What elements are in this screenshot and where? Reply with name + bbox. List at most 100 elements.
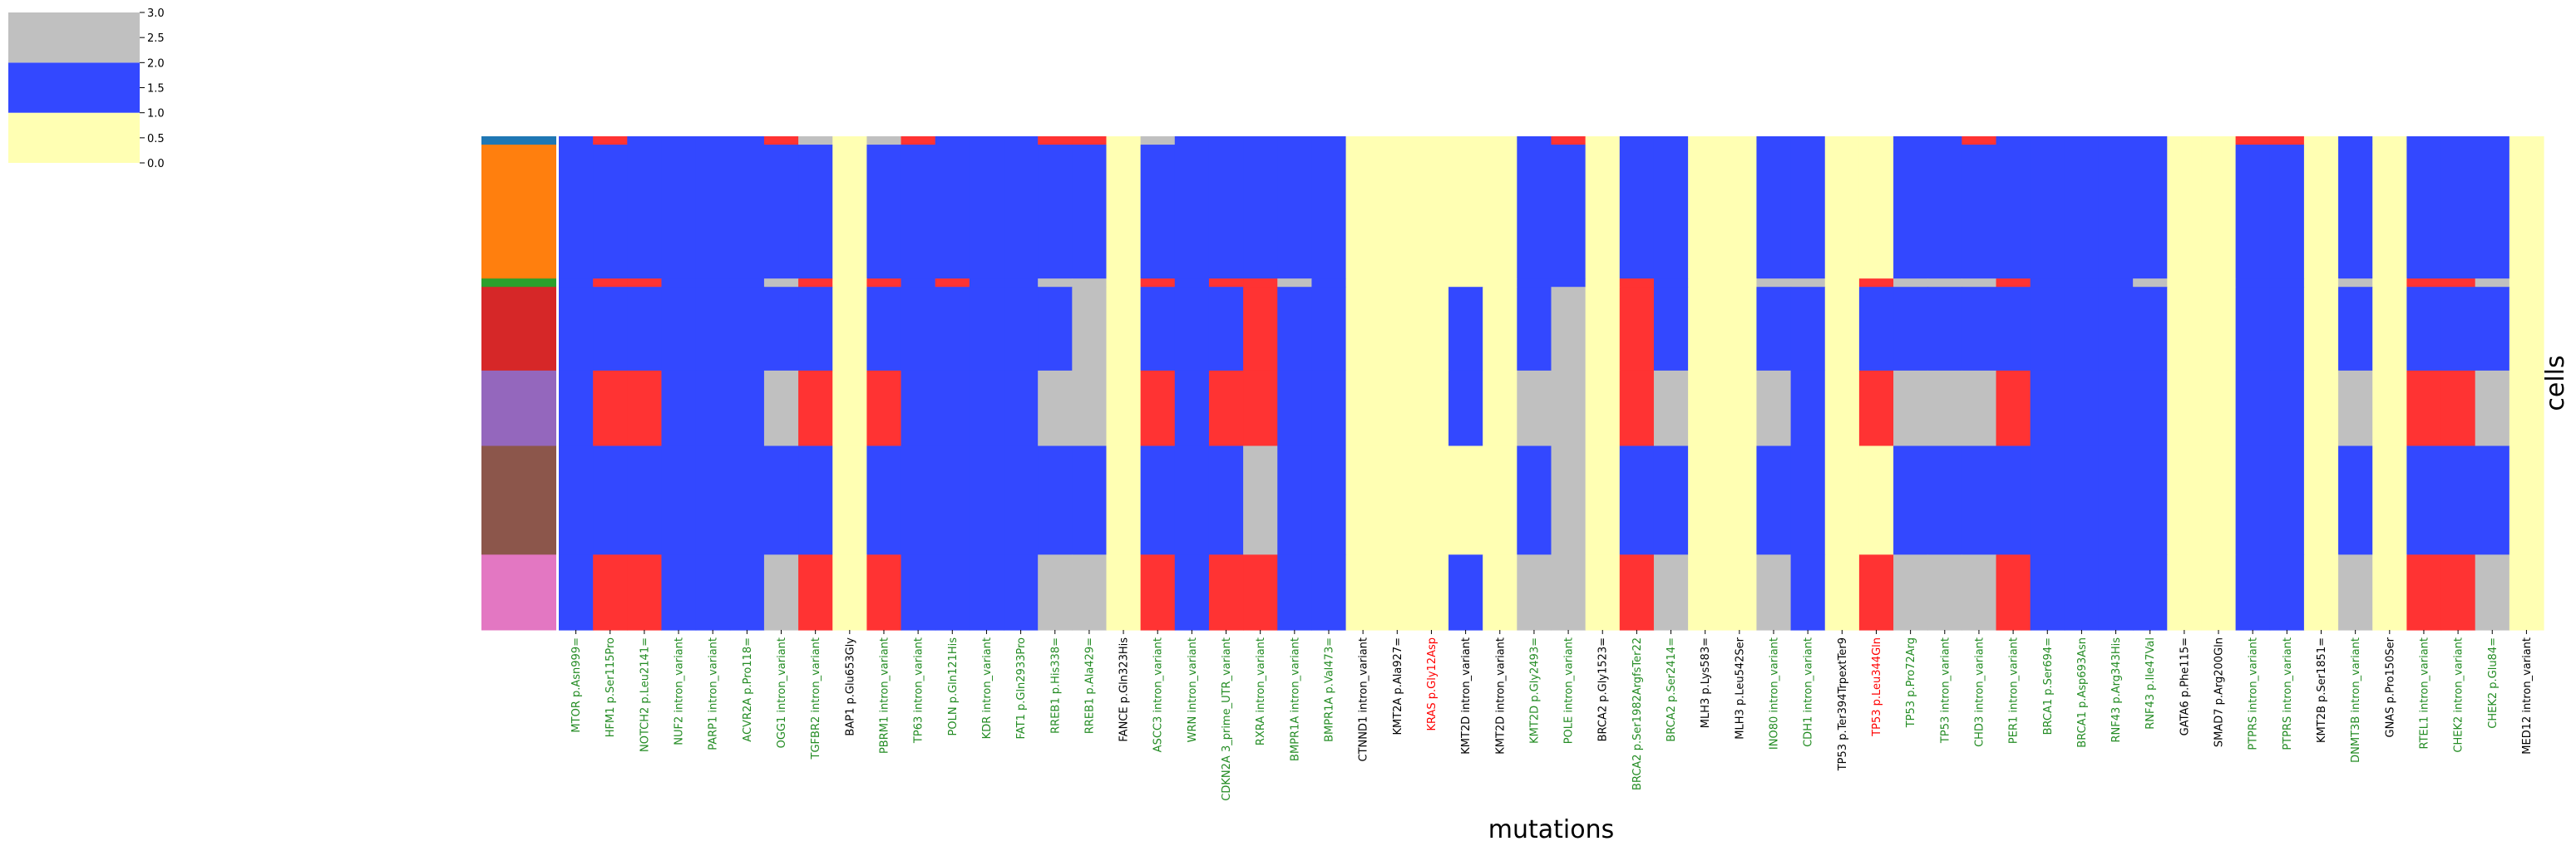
heatmap-cell xyxy=(1174,287,1210,371)
x-tick-label: BRCA1 p.Ser694= xyxy=(2042,637,2055,735)
heatmap-cell xyxy=(1038,554,1073,631)
heatmap-cell xyxy=(2201,145,2237,279)
heatmap-cell xyxy=(1208,554,1244,631)
heatmap-cell xyxy=(1379,445,1415,555)
heatmap-cell xyxy=(2406,554,2442,631)
heatmap-cell xyxy=(1448,136,1483,145)
heatmap-cell xyxy=(1858,278,1894,288)
heatmap-cell xyxy=(1277,145,1313,279)
heatmap-cell xyxy=(866,554,902,631)
heatmap-cell xyxy=(1038,278,1073,288)
x-tick-label: KMT2D intron_variant xyxy=(1460,637,1473,755)
heatmap-cell xyxy=(1551,145,1587,279)
heatmap-cell xyxy=(1072,370,1108,447)
heatmap-cell xyxy=(1208,370,1244,447)
heatmap-cell xyxy=(798,370,833,447)
heatmap-cell xyxy=(661,278,697,288)
heatmap-cell xyxy=(729,554,765,631)
heatmap-cell xyxy=(2440,287,2476,371)
heatmap-cell xyxy=(1311,136,1347,145)
heatmap-cell xyxy=(2475,145,2510,279)
heatmap-cell xyxy=(1345,287,1381,371)
heatmap-cell xyxy=(2133,445,2168,555)
heatmap-cell xyxy=(832,445,867,555)
heatmap-cell xyxy=(1756,554,1792,631)
heatmap-cell xyxy=(2098,278,2134,288)
x-tick-label: RTEL1 intron_variant xyxy=(2418,637,2430,750)
heatmap-cell xyxy=(1927,287,1962,371)
colorbar: 0.0 0.5 1.0 1.5 2.0 2.5 3.0 xyxy=(8,7,165,170)
heatmap-cell xyxy=(1208,445,1244,555)
heatmap-cell xyxy=(1004,445,1039,555)
colorbar-tick-label: 2.0 xyxy=(147,57,165,70)
heatmap-cell xyxy=(593,136,628,145)
heatmap-cell xyxy=(763,554,799,631)
heatmap-cell xyxy=(1893,278,1928,288)
heatmap-cell xyxy=(798,445,833,555)
heatmap-cell xyxy=(2475,136,2510,145)
heatmap-cell xyxy=(1140,287,1176,371)
heatmap-cell xyxy=(2338,287,2373,371)
heatmap-cell xyxy=(1345,445,1381,555)
heatmap-cell xyxy=(2372,287,2407,371)
x-tick-label: CDKN2A 3_prime_UTR_variant xyxy=(1221,637,1233,801)
heatmap-cell xyxy=(2509,136,2544,145)
heatmap-cell xyxy=(1551,287,1587,371)
heatmap-cell xyxy=(1208,278,1244,288)
heatmap-cell xyxy=(1414,278,1449,288)
heatmap-cell xyxy=(1688,278,1723,288)
heatmap-cell xyxy=(1243,145,1278,279)
heatmap-cell xyxy=(1379,278,1415,288)
heatmap-cell xyxy=(2406,445,2442,555)
heatmap-cell xyxy=(1653,287,1689,371)
heatmap-cell xyxy=(1448,278,1483,288)
heatmap-cell xyxy=(2269,370,2305,447)
heatmap-cell xyxy=(901,145,936,279)
heatmap-cell xyxy=(2064,287,2100,371)
heatmap-cell xyxy=(2235,136,2271,145)
heatmap-cell xyxy=(1996,287,2031,371)
heatmap-cell xyxy=(2372,445,2407,555)
heatmap-cell xyxy=(763,136,799,145)
row-group-0 xyxy=(481,136,556,145)
heatmap-cell xyxy=(763,370,799,447)
heatmap-cell xyxy=(798,136,833,145)
heatmap-cell xyxy=(2064,370,2100,447)
heatmap-cell xyxy=(2338,554,2373,631)
heatmap-cell xyxy=(2406,145,2442,279)
heatmap-cell xyxy=(1722,445,1758,555)
heatmap-cell xyxy=(1311,278,1347,288)
heatmap-cell xyxy=(2030,136,2065,145)
heatmap-cell xyxy=(1619,136,1655,145)
heatmap-cell xyxy=(935,554,970,631)
heatmap-cell xyxy=(1243,287,1278,371)
heatmap-cell xyxy=(1072,445,1108,555)
x-tick-label: KMT2D p.Gly2493= xyxy=(1528,637,1541,744)
heatmap-cell xyxy=(2167,445,2203,555)
x-tick-label: FANCE p.Gln323His xyxy=(1118,637,1131,742)
heatmap-cell xyxy=(832,145,867,279)
heatmap-cell xyxy=(969,136,1004,145)
x-tick-label: BRCA2 p.Ser2414= xyxy=(1666,637,1678,742)
heatmap-cell xyxy=(1106,370,1142,447)
heatmap-cell xyxy=(1790,445,1826,555)
heatmap-cell xyxy=(1756,145,1792,279)
heatmap-cell xyxy=(2167,145,2203,279)
heatmap-cell xyxy=(1962,136,1997,145)
heatmap-cell xyxy=(2235,278,2271,288)
heatmap-cell xyxy=(1517,145,1552,279)
heatmap-cell xyxy=(2406,136,2442,145)
heatmap-cell xyxy=(2338,445,2373,555)
x-tick-label: PTPRS intron_variant xyxy=(2282,637,2294,750)
heatmap-cell xyxy=(1379,145,1415,279)
heatmap-cell xyxy=(2098,136,2134,145)
x-tick-label: HFM1 p.Ser115Pro xyxy=(605,637,617,737)
heatmap-cell xyxy=(2064,145,2100,279)
heatmap-cell xyxy=(1756,370,1792,447)
heatmap-cell xyxy=(2201,278,2237,288)
x-tick-label: WRN intron_variant xyxy=(1187,637,1199,742)
x-tick-label: GATA6 p.Phe115= xyxy=(2179,637,2191,735)
heatmap-cell xyxy=(1311,287,1347,371)
x-tick-label: MTOR p.Asn999= xyxy=(570,637,583,733)
